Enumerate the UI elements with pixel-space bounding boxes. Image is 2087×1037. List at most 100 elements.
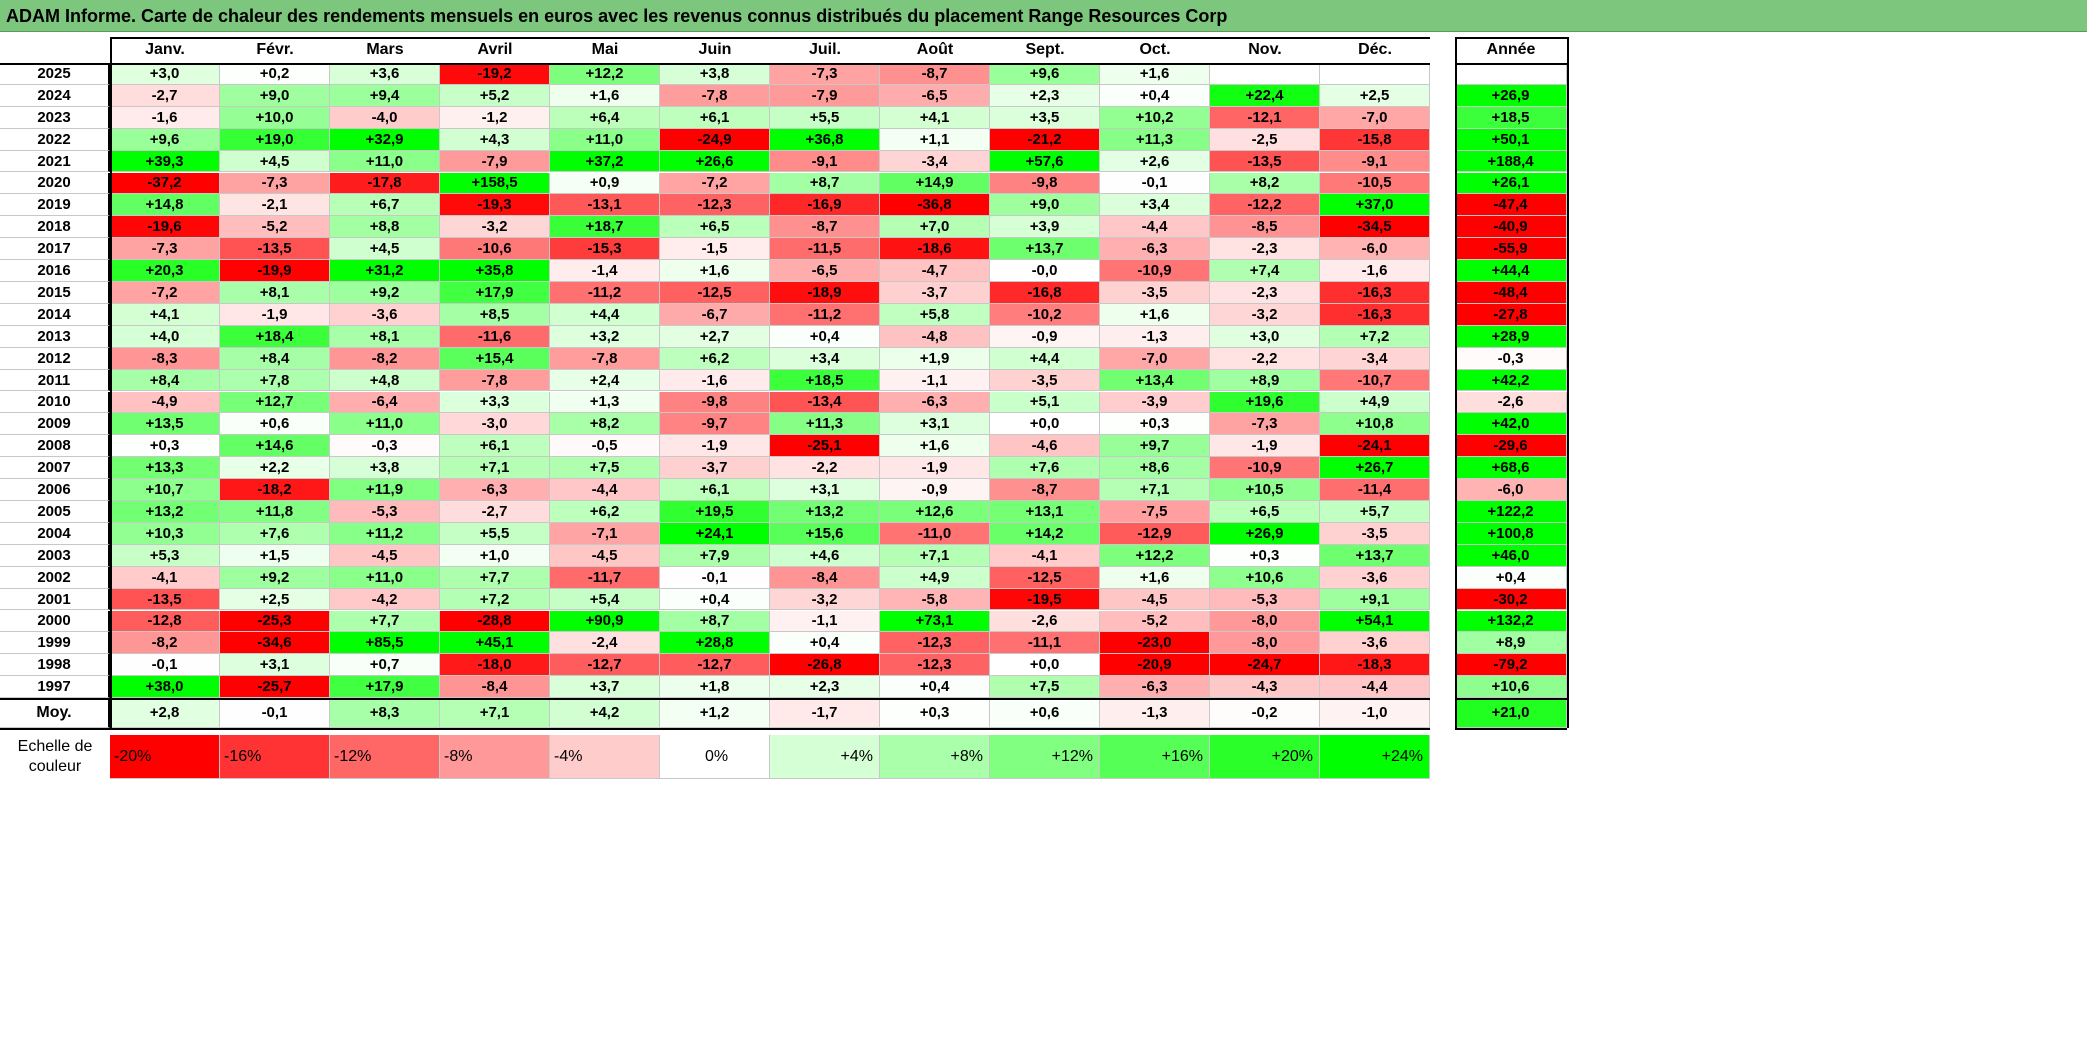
color-scale-step: -12% xyxy=(330,735,440,780)
heatmap-cell: -7,3 xyxy=(770,63,880,85)
annual-return-cell: -6,0 xyxy=(1455,479,1567,501)
heatmap-cell: +3,2 xyxy=(550,325,660,348)
heatmap-cell: -12,7 xyxy=(660,654,770,677)
heatmap-cell: -0,3 xyxy=(330,435,440,458)
heatmap-cell: +6,2 xyxy=(550,501,660,523)
heatmap-cell: -10,6 xyxy=(440,238,550,261)
heatmap-cell: -13,5 xyxy=(110,588,220,611)
heatmap-cell: -2,6 xyxy=(990,610,1100,633)
heatmap-cell: -19,5 xyxy=(990,588,1100,611)
average-cell: -0,1 xyxy=(220,698,330,729)
annual-return-cell xyxy=(1455,63,1567,85)
heatmap-cell: +4,9 xyxy=(1320,391,1430,414)
heatmap-cell: -25,1 xyxy=(770,435,880,458)
heatmap-cell: +1,6 xyxy=(1100,63,1210,85)
heatmap-cell: -11,4 xyxy=(1320,479,1430,501)
heatmap-cell: -9,8 xyxy=(990,172,1100,195)
heatmap-cell: -7,3 xyxy=(110,238,220,261)
heatmap-cell: +7,6 xyxy=(220,522,330,545)
heatmap-cell: -1,5 xyxy=(660,238,770,261)
year-bottom-border xyxy=(1455,728,1567,731)
month-header: Mars xyxy=(366,41,404,58)
heatmap-cell: -3,2 xyxy=(770,588,880,611)
heatmap-cell: +12,2 xyxy=(550,63,660,85)
heatmap-cell: -3,5 xyxy=(1100,282,1210,304)
heatmap-cell: +13,2 xyxy=(770,501,880,523)
heatmap-cell: +1,3 xyxy=(550,391,660,414)
heatmap-cell: +0,3 xyxy=(1210,544,1320,567)
heatmap-cell: -4,8 xyxy=(880,325,990,348)
heatmap-cell: -4,5 xyxy=(330,544,440,567)
heatmap-cell: +9,0 xyxy=(220,84,330,107)
annual-return-cell: -0,3 xyxy=(1455,347,1567,370)
heatmap-cell: -34,5 xyxy=(1320,216,1430,239)
heatmap-cell: -8,7 xyxy=(880,63,990,85)
heatmap-cell: +6,1 xyxy=(660,106,770,129)
annual-return-cell: -48,4 xyxy=(1455,282,1567,304)
heatmap-cell: +13,5 xyxy=(110,413,220,436)
heatmap-cell: -4,1 xyxy=(990,544,1100,567)
annual-return-cell: -27,8 xyxy=(1455,303,1567,326)
heatmap-cell: -12,3 xyxy=(880,632,990,655)
heatmap-cell: +1,9 xyxy=(880,347,990,370)
heatmap-cell: -6,5 xyxy=(880,84,990,107)
heatmap-cell: +14,8 xyxy=(110,194,220,217)
heatmap-cell: +3,0 xyxy=(110,63,220,85)
row-year-label: 2007 xyxy=(0,457,110,480)
heatmap-cell: +4,3 xyxy=(440,128,550,151)
heatmap-cell: +3,9 xyxy=(990,216,1100,239)
average-label: Moy. xyxy=(0,698,110,729)
heatmap-cell: +3,8 xyxy=(330,457,440,480)
heatmap-cell: -8,7 xyxy=(990,479,1100,501)
average-cell: +0,3 xyxy=(880,698,990,729)
heatmap-cell: +9,2 xyxy=(330,282,440,304)
month-header: Sept. xyxy=(1025,41,1065,58)
heatmap-cell: +3,6 xyxy=(330,63,440,85)
heatmap-cell: -3,0 xyxy=(440,413,550,436)
heatmap-cell: +8,1 xyxy=(220,282,330,304)
heatmap-cell: -12,7 xyxy=(550,654,660,677)
heatmap-cell: -18,0 xyxy=(440,654,550,677)
heatmap-cell: +18,4 xyxy=(220,325,330,348)
heatmap-cell: +7,6 xyxy=(990,457,1100,480)
row-year-label: 1997 xyxy=(0,676,110,699)
row-year-label: 2003 xyxy=(0,544,110,567)
heatmap-cell: +5,2 xyxy=(440,84,550,107)
year-header-border xyxy=(1455,63,1567,65)
heatmap-cell: -11,7 xyxy=(550,566,660,589)
heatmap-cell: +8,5 xyxy=(440,303,550,326)
month-header: Juil. xyxy=(808,41,841,58)
heatmap-cell: -7,2 xyxy=(110,282,220,304)
heatmap-cell: +14,6 xyxy=(220,435,330,458)
heatmap-cell: -0,9 xyxy=(990,325,1100,348)
heatmap-cell: -4,5 xyxy=(550,544,660,567)
heatmap-cell: +11,3 xyxy=(1100,128,1210,151)
heatmap-cell: -25,7 xyxy=(220,676,330,699)
row-year-label: 2006 xyxy=(0,479,110,501)
heatmap-cell: +7,2 xyxy=(440,588,550,611)
annual-return-cell: +44,4 xyxy=(1455,260,1567,282)
row-year-label: 2023 xyxy=(0,106,110,129)
annual-return-cell: +46,0 xyxy=(1455,544,1567,567)
heatmap-cell: -16,3 xyxy=(1320,282,1430,304)
heatmap-cell: -3,7 xyxy=(660,457,770,480)
heatmap-cell: -18,2 xyxy=(220,479,330,501)
heatmap-cell: +57,6 xyxy=(990,150,1100,173)
heatmap-cell: +1,1 xyxy=(880,128,990,151)
heatmap-cell: +7,8 xyxy=(220,369,330,392)
year-right-border xyxy=(1567,37,1569,729)
heatmap-cell: -17,8 xyxy=(330,172,440,195)
heatmap-cell: +54,1 xyxy=(1320,610,1430,633)
average-bottom-border xyxy=(0,728,1430,731)
annual-return-cell: +10,6 xyxy=(1455,676,1567,699)
heatmap-cell: -2,2 xyxy=(770,457,880,480)
heatmap-cell: -7,5 xyxy=(1100,501,1210,523)
heatmap-cell: -16,8 xyxy=(990,282,1100,304)
heatmap-cell: -11,1 xyxy=(990,632,1100,655)
heatmap-cell: +7,2 xyxy=(1320,325,1430,348)
heatmap-cell: -8,2 xyxy=(330,347,440,370)
heatmap-cell: +28,8 xyxy=(660,632,770,655)
heatmap-cell: +1,8 xyxy=(660,676,770,699)
average-cell: -1,0 xyxy=(1320,698,1430,729)
